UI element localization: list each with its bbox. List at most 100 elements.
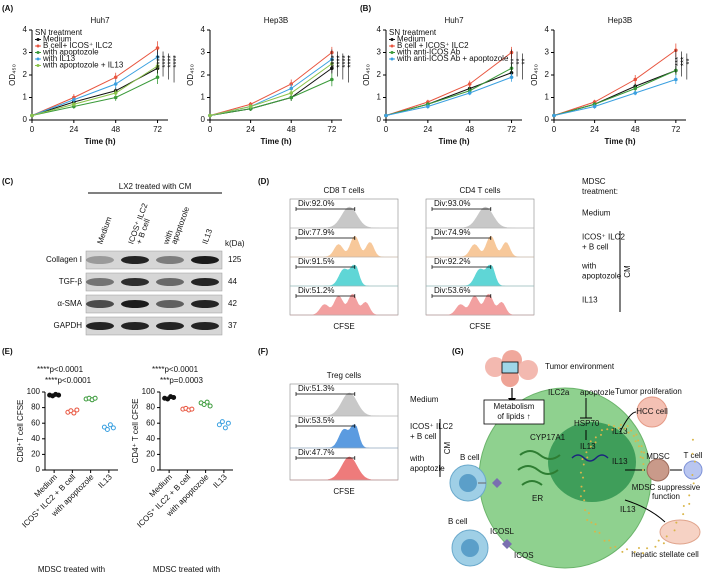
y-tick-label: 0 xyxy=(377,115,382,124)
label: IL13 xyxy=(580,442,596,451)
il13-dot xyxy=(609,546,612,549)
nucleus xyxy=(548,422,636,502)
chart-title: Huh7 xyxy=(444,16,464,25)
label: IL13 xyxy=(612,427,628,436)
legend-label: B cell + ICOS⁺ ILC2 xyxy=(397,41,469,50)
y-tick-label: 60 xyxy=(146,418,155,427)
significance: **** xyxy=(341,55,350,67)
series-line xyxy=(209,63,333,116)
y-tick-label: 2 xyxy=(23,70,28,79)
significance: **** xyxy=(346,55,355,67)
marker xyxy=(330,77,334,82)
legend-label: Medium xyxy=(397,35,426,44)
series-line xyxy=(553,70,677,116)
significance: ** xyxy=(521,58,530,64)
x-axis-label: CFSE xyxy=(333,322,354,331)
legend-marker xyxy=(36,64,40,67)
il13-dot xyxy=(600,429,603,432)
band xyxy=(121,300,149,308)
annotation: ****p<0.0001 xyxy=(45,376,92,385)
marker xyxy=(113,82,118,86)
marker xyxy=(633,86,638,91)
label: B cell xyxy=(460,453,480,462)
il13-dot xyxy=(627,431,630,434)
metabolism-box xyxy=(483,399,545,425)
il13-dot xyxy=(691,452,694,455)
il13-dot xyxy=(646,547,649,550)
y-tick-label: 1 xyxy=(545,93,550,102)
x-tick-label: 48 xyxy=(465,125,474,134)
il13-dot xyxy=(624,427,627,430)
label: hepatic stellate cell xyxy=(631,550,699,559)
il13-dot xyxy=(614,545,617,548)
il13-dot xyxy=(607,424,610,427)
row-label: GAPDH xyxy=(54,321,83,330)
label: ILC2a xyxy=(548,388,570,397)
label: MDSC xyxy=(646,452,670,461)
x-axis-label: Time (h) xyxy=(605,137,636,146)
band xyxy=(156,278,184,286)
tumor-cell xyxy=(518,360,538,380)
marker xyxy=(248,104,253,109)
y-tick-label: 3 xyxy=(377,48,382,57)
y-tick-label: 4 xyxy=(201,25,206,34)
marker xyxy=(72,97,76,102)
band xyxy=(191,256,219,264)
il13-dot xyxy=(641,457,644,460)
band xyxy=(86,300,114,308)
histogram xyxy=(290,235,398,258)
x-tick-label: 72 xyxy=(671,125,680,134)
group-label: CM xyxy=(443,441,452,454)
y-tick-label: 4 xyxy=(377,25,382,34)
il13-dot xyxy=(608,539,611,542)
il13-dot xyxy=(657,539,660,542)
y-tick-label: 1 xyxy=(201,93,206,102)
row-label: ICOS⁺ ILC2 xyxy=(582,233,625,242)
il13-dot xyxy=(583,499,586,502)
point xyxy=(107,422,113,428)
series-line xyxy=(385,67,512,116)
il13-dot xyxy=(580,485,583,488)
x-tick-label: 24 xyxy=(246,125,255,134)
il13-dot xyxy=(642,552,645,555)
label: Tumor environment xyxy=(545,362,615,371)
il13-dot xyxy=(637,439,640,442)
kda-label: 42 xyxy=(228,299,237,308)
label: function xyxy=(652,492,680,501)
y-tick-label: 3 xyxy=(201,48,206,57)
legend-label: with anti-ICOS Ab + apoptozole xyxy=(396,54,509,63)
x-tick-label: 0 xyxy=(384,125,389,134)
il13-dot xyxy=(593,530,596,533)
il13-dot xyxy=(642,469,644,471)
il13-dot xyxy=(606,428,609,431)
significance: *** xyxy=(679,57,688,66)
x-tick-label: IL13 xyxy=(96,472,114,490)
marker xyxy=(467,82,472,86)
il13-dot xyxy=(586,519,589,522)
il13-dot xyxy=(637,547,640,550)
x-axis-label: Time (h) xyxy=(261,137,292,146)
marker xyxy=(113,91,118,95)
y-tick-label: 3 xyxy=(545,48,550,57)
y-tick-label: 0 xyxy=(36,465,41,474)
marker xyxy=(467,91,472,95)
panel-label: (D) xyxy=(258,177,269,186)
il13-dot xyxy=(584,509,587,512)
y-axis-label: OD₄₅₀ xyxy=(530,64,539,86)
histogram xyxy=(290,206,398,229)
significance: **** xyxy=(161,55,170,67)
y-axis-label: OD₄₅₀ xyxy=(362,64,371,86)
il13-dot xyxy=(634,440,637,443)
hcc-cell xyxy=(636,396,668,428)
point xyxy=(204,399,210,405)
point xyxy=(92,395,98,401)
row-label: apoptozle xyxy=(410,464,445,473)
x-axis-label: Time (h) xyxy=(85,137,116,146)
histogram xyxy=(290,456,398,481)
label: B cell xyxy=(448,517,468,526)
x-tick-label: 72 xyxy=(153,125,162,134)
kda-label: 37 xyxy=(228,321,237,330)
point xyxy=(216,422,222,428)
legend-label: Medium xyxy=(43,35,72,44)
